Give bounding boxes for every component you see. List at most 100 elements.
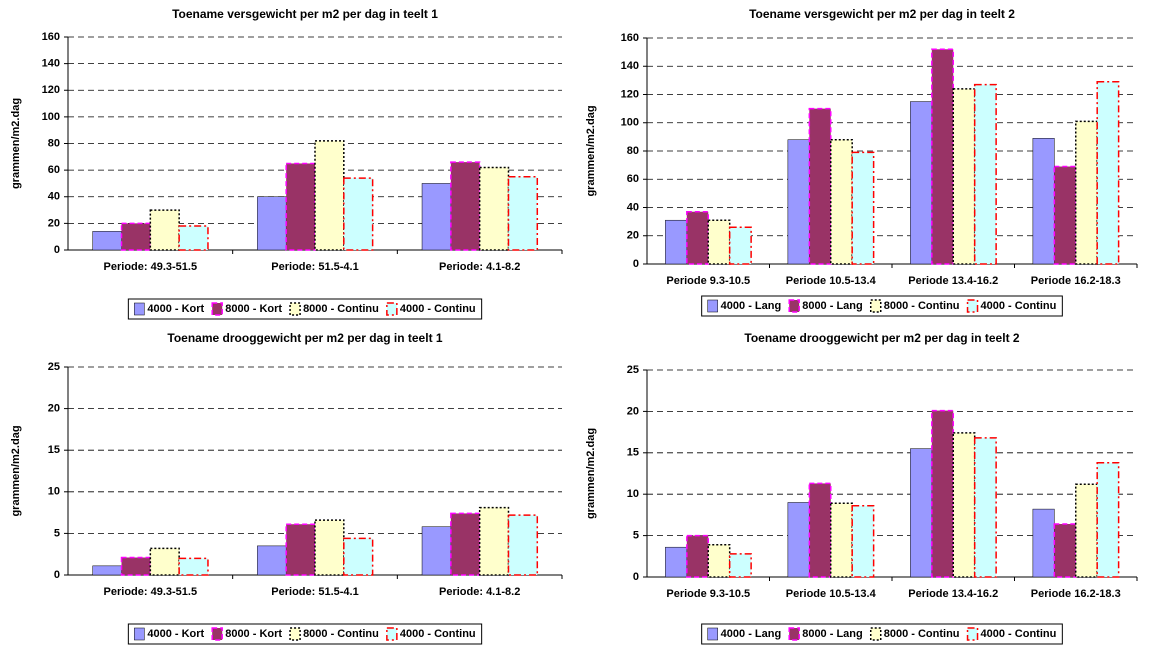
bar: [149, 547, 180, 576]
y-tick-label: 10: [627, 488, 639, 500]
x-tick-label: Periode 9.3-10.5: [666, 275, 750, 287]
legend-swatch: [707, 299, 718, 313]
legend-label: 4000 - Continu: [981, 628, 1057, 640]
x-tick-label: Periode: 4.1-8.2: [439, 586, 520, 598]
chart-title: Toename drooggewicht per m2 per dag in t…: [744, 331, 1019, 345]
bar: [851, 505, 875, 578]
y-tick-label: 20: [627, 405, 639, 417]
legend-swatch: [966, 627, 979, 641]
legend-swatch: [211, 302, 223, 316]
y-tick-label: 25: [627, 364, 639, 376]
y-tick-label: 15: [48, 444, 60, 456]
y-tick-label: 5: [633, 530, 639, 542]
x-tick-label: Periode 10.5-13.4: [786, 588, 877, 600]
bar: [343, 537, 374, 576]
legend: 4000 - Lang 8000 - Lang 8000 - Continu 4000…: [701, 623, 1063, 645]
bar: [931, 409, 954, 578]
bar: [931, 48, 954, 265]
y-tick-label: 100: [621, 117, 639, 129]
bar: [178, 557, 209, 576]
bar: [285, 523, 316, 576]
y-tick-label: 20: [48, 403, 60, 415]
bar: [92, 565, 122, 576]
bar: [787, 502, 810, 578]
legend-swatch: [386, 627, 398, 641]
bar: [507, 514, 539, 576]
chart: Toename drooggewicht per m2 per dag in t…: [585, 331, 1138, 645]
x-tick-label: Periode 13.4-16.2: [908, 275, 998, 287]
y-axis-label: grammen/m2.dag: [585, 428, 597, 519]
legend-swatch: [966, 299, 979, 313]
y-tick-label: 140: [621, 60, 639, 72]
legend-swatch: [788, 299, 800, 313]
bar: [830, 138, 853, 265]
y-tick-label: 0: [54, 244, 60, 256]
legend-swatch: [211, 627, 223, 641]
bar: [120, 222, 152, 251]
legend-label: 8000 - Lang: [802, 628, 863, 640]
legend-label: 4000 - Continu: [400, 303, 476, 315]
bar: [1053, 165, 1077, 265]
legend-label: 8000 - Continu: [303, 303, 379, 315]
legend-swatch: [869, 627, 882, 641]
bar: [707, 219, 731, 265]
bar: [1032, 138, 1055, 265]
y-tick-label: 20: [48, 217, 60, 229]
bar: [314, 140, 345, 251]
bar: [92, 231, 122, 251]
bar: [1096, 81, 1120, 265]
y-tick-label: 0: [54, 569, 60, 581]
bar: [1075, 483, 1098, 578]
y-tick-label: 20: [627, 230, 639, 242]
legend-label: 4000 - Kort: [147, 303, 204, 315]
bar: [343, 177, 374, 251]
legend-label: 8000 - Kort: [225, 628, 282, 640]
bar: [478, 506, 510, 576]
x-tick-label: Periode: 49.3-51.5: [104, 586, 198, 598]
legend-swatch: [134, 302, 145, 316]
x-tick-label: Periode 16.2-18.3: [1031, 275, 1121, 287]
legend: 4000 - Kort 8000 - Kort 8000 - Continu 4000…: [127, 623, 483, 645]
y-tick-label: 140: [42, 58, 60, 70]
legend-label: 8000 - Continu: [884, 628, 960, 640]
legend-swatch: [289, 302, 301, 316]
bar: [1075, 120, 1098, 265]
y-tick-label: 80: [48, 137, 60, 149]
bar: [808, 107, 832, 265]
bar: [314, 519, 345, 576]
chart-title: Toename drooggewicht per m2 per dag in t…: [167, 331, 442, 345]
y-tick-label: 60: [627, 173, 639, 185]
x-tick-label: Periode 9.3-10.5: [666, 588, 750, 600]
bar: [421, 526, 452, 576]
x-tick-label: Periode: 51.5-4.1: [271, 261, 358, 273]
legend-label: 4000 - Lang: [721, 628, 782, 640]
bar: [665, 546, 688, 578]
legend-label: 8000 - Kort: [225, 303, 282, 315]
bar: [421, 183, 452, 251]
y-tick-label: 0: [633, 258, 639, 270]
chart: Toename versgewicht per m2 per dag in te…: [585, 7, 1138, 317]
chart-title: Toename versgewicht per m2 per dag in te…: [749, 7, 1015, 21]
bar: [808, 482, 832, 578]
bar: [787, 139, 810, 265]
bar: [507, 176, 539, 251]
legend-label: 8000 - Lang: [802, 300, 863, 312]
y-tick-label: 40: [48, 191, 60, 203]
bar: [707, 543, 731, 578]
bar: [450, 512, 481, 576]
x-tick-label: Periode 10.5-13.4: [786, 275, 877, 287]
y-axis-label: grammen/m2.dag: [10, 98, 22, 189]
legend-swatch: [386, 302, 398, 316]
y-axis-label: grammen/m2.dag: [10, 425, 22, 516]
x-tick-label: Periode 16.2-18.3: [1031, 588, 1121, 600]
y-tick-label: 160: [621, 32, 639, 44]
bar: [1096, 461, 1120, 578]
legend-label: 4000 - Continu: [981, 300, 1057, 312]
legend-label: 4000 - Continu: [400, 628, 476, 640]
legend-swatch: [289, 627, 301, 641]
legend-swatch: [869, 299, 882, 313]
y-tick-label: 80: [627, 145, 639, 157]
legend-swatch: [707, 627, 718, 641]
bar: [149, 209, 180, 251]
legend: 4000 - Lang 8000 - Lang 8000 - Continu 4000…: [701, 295, 1063, 317]
